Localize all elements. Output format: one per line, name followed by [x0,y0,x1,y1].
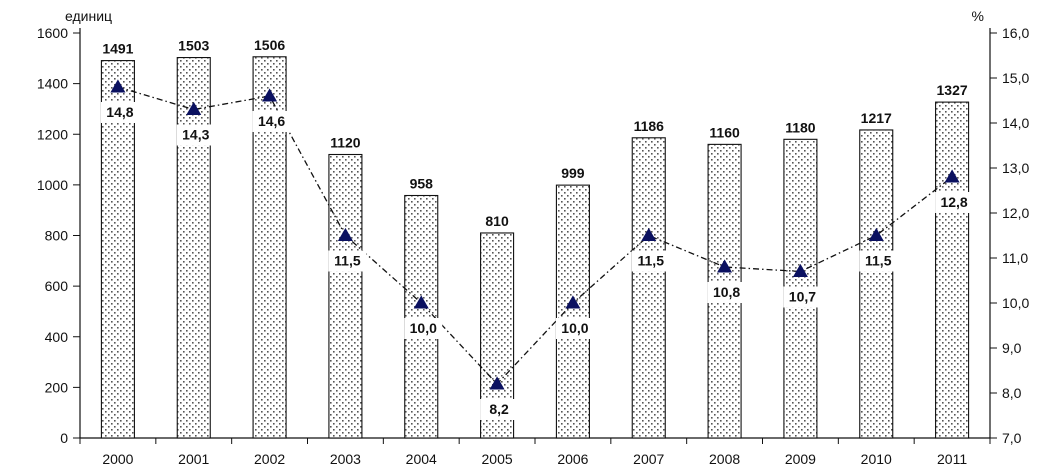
trend-marker-2006 [565,295,581,309]
left-axis-tick-label: 400 [45,329,69,345]
right-axis-tick-label: 8,0 [1002,385,1022,401]
bar-2011 [935,101,970,439]
bar-value-label: 1180 [785,119,816,135]
trend-marker-2009 [792,263,808,278]
trend-marker-2008 [717,259,733,273]
x-axis-tick-label: 2007 [633,451,664,467]
x-axis-tick-label: 2002 [254,451,285,467]
left-axis-tick-label: 1000 [37,177,68,193]
right-axis-tick-label: 12,0 [1002,205,1029,221]
x-axis-tick-label: 2008 [709,451,740,467]
trend-value-label: 10,7 [789,289,816,305]
x-axis-tick-label: 2003 [330,451,361,467]
bar-value-label: 999 [561,165,585,181]
left-axis-tick-label: 800 [45,228,69,244]
trend-value-label: 14,6 [258,113,285,129]
trend-value-label: 14,8 [106,104,133,120]
right-axis-tick-label: 14,0 [1002,115,1029,131]
left-axis-tick-label: 200 [45,379,69,395]
bars-group [100,56,970,439]
bar-value-label: 1186 [634,118,665,134]
bar-2001 [176,57,211,439]
bar-2007 [631,137,666,439]
bar-2010 [859,129,894,439]
x-axis-tick-label: 2004 [406,451,437,467]
x-axis-tick-label: 2000 [102,451,133,467]
bar-value-label: 958 [410,176,434,192]
x-axis-tick-label: 2001 [178,451,209,467]
trend-value-label: 10,0 [410,320,437,336]
right-axis-unit: % [972,8,984,24]
right-axis-tick-label: 16,0 [1002,25,1029,41]
right-axis-tick-label: 15,0 [1002,70,1029,86]
left-axis-unit: единиц [65,8,112,24]
x-axis-tick-label: 2005 [482,451,513,467]
x-axis-tick-label: 2010 [861,451,892,467]
trend-marker-2004 [413,295,429,309]
trend-marker-2001 [186,101,202,116]
trend-value-label: 11,5 [865,253,892,269]
bar-value-label: 1327 [937,82,968,98]
trend-value-label: 14,3 [182,127,209,143]
bar-value-label: 1503 [178,38,209,54]
trend-value-label: 11,5 [334,253,361,269]
bar-2004 [404,194,439,439]
trend-label-background [935,192,974,213]
left-axis-tick-label: 1400 [37,76,68,92]
trend-value-label: 12,8 [940,194,967,210]
trend-marker-2007 [641,227,657,242]
trend-label-background [176,124,215,146]
trend-label-background [555,318,594,339]
trend-marker-2011 [944,169,960,183]
trend-value-labels-group: 14,8 14,3 14,6 11,5 10,0 8,2 10,0 11,5 10,8 10,7 1… [100,102,974,420]
trend-label-background [631,250,670,272]
trend-marker-2002 [262,88,278,102]
bar-value-label: 1120 [330,135,361,151]
bar-2000 [100,60,135,439]
trend-label-background [859,250,898,272]
left-axis-tick-label: 600 [45,278,69,294]
right-axis-tick-label: 11,0 [1002,250,1028,266]
trend-line [117,86,953,385]
bar-value-labels-group: 1491 1503 1506 1120 958 810 999 1186 1160 1180 121… [102,37,968,229]
trend-line-group [110,79,960,390]
trend-label-background [404,318,443,339]
bar-value-label: 810 [485,213,509,229]
right-axis-tick-label: 9,0 [1002,340,1022,356]
x-axis-tick-label: 2009 [785,451,816,467]
right-axis-tick-label: 10,0 [1002,295,1029,311]
bar-value-label: 1217 [861,110,892,126]
right-axis-tick-label: 7,0 [1002,430,1022,446]
left-axis-tick-label: 1600 [37,25,68,41]
trend-label-background [100,102,139,123]
bar-value-label: 1506 [254,37,285,53]
trend-marker-2000 [110,79,126,93]
bar-value-label: 1491 [102,41,133,57]
trend-label-background [252,111,291,132]
trend-value-label: 10,8 [713,284,740,300]
left-axis-tick-label: 0 [60,430,68,446]
bar-2003 [328,153,363,439]
right-axis-tick-label: 13,0 [1002,160,1029,176]
trend-value-label: 8,2 [489,401,509,417]
bar-2006 [555,184,590,439]
x-axis-tick-label: 2011 [937,451,967,467]
trend-marker-2010 [868,227,884,242]
trend-label-background [707,282,746,303]
trend-marker-2005 [489,376,505,390]
bar-value-label: 1160 [709,124,740,140]
trend-value-label: 10,0 [561,320,588,336]
trend-label-background [783,286,822,308]
x-axis-tick-label: 2006 [557,451,588,467]
trend-label-background [328,250,367,272]
trend-value-label: 11,5 [638,253,665,269]
left-axis-tick-label: 1200 [37,126,68,142]
trend-marker-2003 [337,227,353,242]
trend-label-background [480,399,519,420]
